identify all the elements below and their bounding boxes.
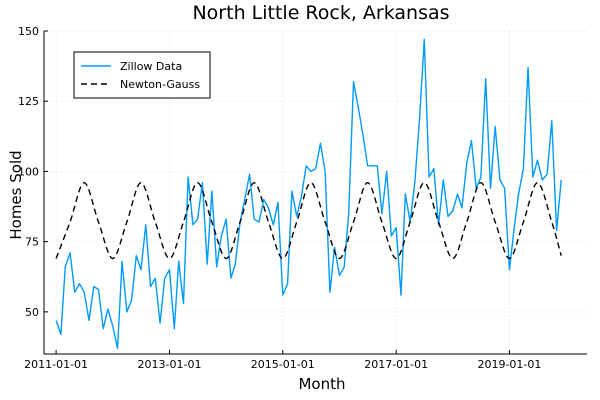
y-tick-label: 50: [25, 306, 39, 319]
y-tick-label: 100: [18, 165, 39, 178]
legend-box: [73, 51, 211, 99]
legend-label-zillow: Zillow Data: [120, 60, 182, 73]
x-tick-label: 2011-01-01: [24, 358, 88, 371]
legend-label-newton-gauss: Newton-Gauss: [120, 78, 200, 91]
legend: Zillow Data Newton-Gauss: [73, 51, 211, 99]
series-layer: [55, 38, 562, 350]
y-ticks: 50 75 100 125 150: [18, 25, 48, 319]
x-tick-label: 2015-01-01: [251, 358, 315, 371]
axes: [43, 31, 587, 355]
y-tick-label: 125: [18, 95, 39, 108]
y-axis-label: Homes Sold: [7, 150, 25, 239]
y-tick-label: 150: [18, 25, 39, 38]
x-ticks: 2011-01-01 2013-01-01 2015-01-01 2017-01-01…: [24, 350, 541, 371]
x-tick-label: 2019-01-01: [477, 358, 541, 371]
chart-title: North Little Rock, Arkansas: [192, 2, 449, 24]
newton-gauss-line: [55, 181, 562, 260]
x-axis-label: Month: [298, 375, 345, 393]
x-tick-label: 2013-01-01: [138, 358, 202, 371]
x-tick-label: 2017-01-01: [364, 358, 428, 371]
y-tick-label: 75: [25, 236, 39, 249]
